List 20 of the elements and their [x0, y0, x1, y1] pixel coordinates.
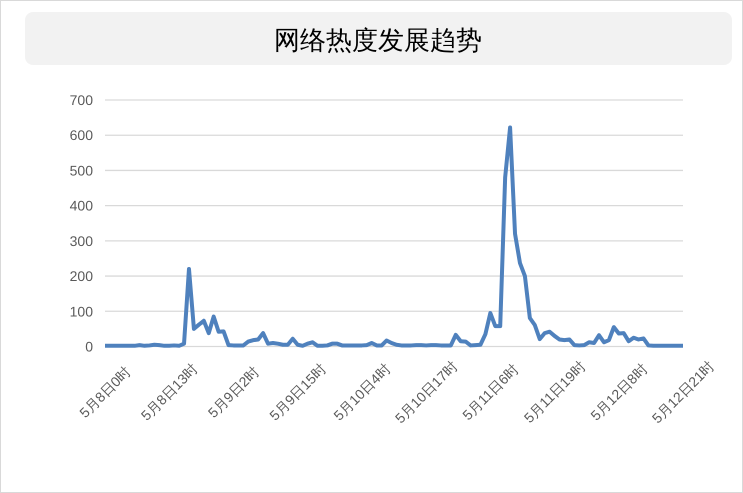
- x-tick-label: 5月12日8时: [587, 360, 650, 424]
- y-tick-label: 300: [70, 232, 94, 249]
- y-tick-label: 400: [70, 198, 94, 214]
- x-tick-label: 5月11日19时: [520, 358, 588, 426]
- x-tick-label: 5月12日21时: [648, 358, 718, 426]
- x-tick-label: 5月10日17时: [392, 358, 460, 426]
- y-tick-label: 0: [85, 338, 94, 354]
- y-tick-label: 200: [70, 268, 94, 284]
- x-tick-label: 5月11日6时: [459, 360, 522, 424]
- x-tick-label: 5月10日4时: [330, 360, 394, 424]
- x-tick-label: 5月9日15时: [266, 360, 330, 424]
- y-tick-label: 700: [70, 92, 94, 108]
- x-tick-label: 5月8日0时: [76, 363, 134, 421]
- x-tick-label: 5月9日2时: [204, 363, 262, 421]
- y-tick-label: 500: [70, 162, 94, 178]
- y-tick-label: 600: [70, 127, 94, 144]
- line-series: [103, 125, 685, 348]
- x-tick-label: 5月8日13时: [138, 360, 201, 424]
- chart-title: 网络热度发展趋势: [274, 25, 482, 55]
- y-tick-label: 100: [70, 303, 94, 320]
